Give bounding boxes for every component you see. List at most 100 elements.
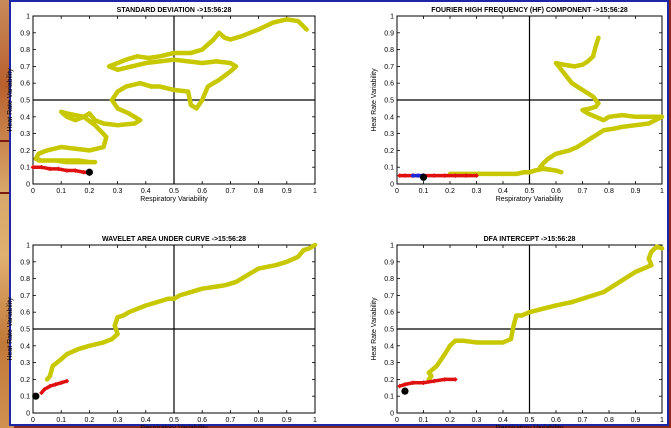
trail-point-marker bbox=[514, 171, 519, 177]
recent-point-marker bbox=[442, 377, 447, 382]
x-axis-label: Respiratory Variability bbox=[140, 425, 208, 428]
trail-point-marker bbox=[157, 59, 163, 64]
recent-point-marker bbox=[56, 166, 61, 172]
chart-title: WAVELET AREA UNDER CURVE ->15:56:28 bbox=[102, 236, 246, 243]
recent-point-marker bbox=[73, 168, 78, 173]
trail-point-marker bbox=[149, 84, 154, 89]
y-tick-label: 0.8 bbox=[384, 47, 394, 54]
y-tick-label: 0.1 bbox=[384, 165, 394, 172]
trail-point-marker bbox=[135, 54, 140, 59]
trail-point-marker bbox=[572, 64, 577, 69]
current-point bbox=[32, 392, 40, 400]
recent-point-marker bbox=[397, 173, 402, 178]
chart-panel-1: STANDARD DEVIATION ->15:56:28 0 0.1 0.2 0.3 0… bbox=[7, 7, 317, 203]
y-tick-label: 0 bbox=[390, 411, 394, 418]
x-tick-label: 0.3 bbox=[113, 417, 123, 424]
trail-point-marker bbox=[270, 20, 275, 25]
trail-point-marker bbox=[87, 148, 92, 153]
y-tick-label: 1 bbox=[390, 243, 394, 250]
trail-point-marker bbox=[593, 114, 598, 119]
recent-point-marker bbox=[81, 170, 86, 175]
y-axis-label: Heat Rate Variability bbox=[7, 68, 14, 132]
trail-point-marker bbox=[284, 259, 289, 264]
recent-point-marker bbox=[474, 173, 479, 178]
x-tick-label: 0.8 bbox=[254, 417, 264, 424]
y-tick-label: 0.7 bbox=[384, 64, 394, 71]
x-tick-label: 0.7 bbox=[226, 417, 236, 424]
y-tick-label: 0.1 bbox=[384, 394, 394, 401]
trail-point-marker bbox=[81, 159, 86, 165]
trail-point-marker bbox=[620, 124, 625, 130]
trail-point-marker bbox=[171, 50, 177, 56]
trail-point-marker bbox=[585, 59, 590, 64]
y-tick-label: 0.7 bbox=[20, 64, 30, 71]
trail-point-marker bbox=[233, 64, 239, 69]
trail-point-marker bbox=[36, 158, 41, 163]
y-tick-label: 0.3 bbox=[384, 360, 394, 367]
x-tick-label: 0.4 bbox=[498, 417, 508, 424]
x-tick-label: 1 bbox=[660, 188, 664, 195]
recent-point-marker bbox=[431, 378, 437, 384]
trail-point-marker bbox=[633, 269, 638, 275]
trail-point-marker bbox=[115, 331, 120, 337]
trail-point-marker bbox=[177, 293, 182, 298]
recent-point-marker bbox=[453, 377, 458, 382]
trail-point-marker bbox=[590, 134, 596, 140]
y-tick-label: 0.6 bbox=[20, 310, 30, 317]
recent_alt-point-marker bbox=[416, 173, 421, 178]
x-tick-label: 0.7 bbox=[578, 417, 588, 424]
trail-point-marker bbox=[295, 18, 301, 24]
trail-point-marker bbox=[47, 373, 53, 379]
y-tick-label: 0.5 bbox=[20, 98, 30, 105]
x-tick-label: 0.1 bbox=[419, 188, 429, 195]
trail-point-marker bbox=[646, 121, 651, 126]
trail-point-marker bbox=[553, 60, 559, 66]
y-tick-label: 0.8 bbox=[20, 276, 30, 283]
x-tick-label: 0.4 bbox=[498, 188, 508, 195]
x-tick-label: 0.6 bbox=[551, 417, 561, 424]
y-axis-label: Heat Rate Variability bbox=[371, 68, 378, 132]
trail-point-marker bbox=[301, 247, 306, 253]
trail-point-marker bbox=[487, 340, 492, 345]
trail-point-marker bbox=[104, 134, 109, 140]
y-tick-label: 1 bbox=[26, 243, 30, 250]
trail-point-marker bbox=[44, 148, 50, 153]
y-tick-label: 0.5 bbox=[384, 327, 394, 334]
trail-point-marker bbox=[601, 128, 606, 133]
trail-point-marker bbox=[188, 102, 194, 108]
chart-title: FOURIER HIGH FREQUENCY (HF) COMPONENT ->… bbox=[431, 7, 628, 14]
trail-point-marker bbox=[590, 293, 596, 298]
x-tick-label: 1 bbox=[660, 417, 664, 424]
recent-point-marker bbox=[39, 165, 44, 170]
trail-point-marker bbox=[620, 112, 625, 118]
x-tick-label: 0.9 bbox=[631, 188, 641, 195]
x-tick-label: 0.7 bbox=[578, 188, 588, 195]
trail-point-marker bbox=[194, 106, 199, 111]
trail-point-marker bbox=[561, 62, 567, 67]
trail-point-marker bbox=[545, 156, 551, 161]
trail-point-marker bbox=[593, 104, 598, 109]
trail-point-marker bbox=[429, 373, 434, 379]
recent-point-marker bbox=[402, 382, 408, 387]
trail-point-marker bbox=[222, 35, 227, 41]
y-tick-label: 0 bbox=[26, 411, 30, 418]
x-tick-label: 0.1 bbox=[56, 417, 66, 424]
y-tick-label: 0.6 bbox=[384, 310, 394, 317]
trail-point-marker bbox=[633, 123, 638, 128]
trail-point-marker bbox=[59, 109, 64, 114]
recent-point-marker bbox=[64, 168, 70, 173]
x-tick-label: 0.8 bbox=[604, 188, 614, 195]
trail-point-marker bbox=[500, 171, 506, 177]
recent-point-marker bbox=[402, 173, 408, 178]
recent-point-marker bbox=[39, 390, 44, 396]
trail-point-marker bbox=[569, 299, 575, 305]
trail-point-marker bbox=[447, 343, 453, 348]
recent-point-marker bbox=[410, 380, 416, 385]
trail-point-marker bbox=[511, 323, 516, 328]
y-tick-label: 0.8 bbox=[384, 276, 394, 283]
chart-title: DFA INTERCEPT ->15:56:28 bbox=[484, 236, 576, 243]
trail-point-marker bbox=[649, 262, 654, 268]
trail-point-marker bbox=[553, 303, 559, 308]
trail-point-marker bbox=[132, 121, 137, 126]
trail-point-marker bbox=[580, 62, 585, 67]
